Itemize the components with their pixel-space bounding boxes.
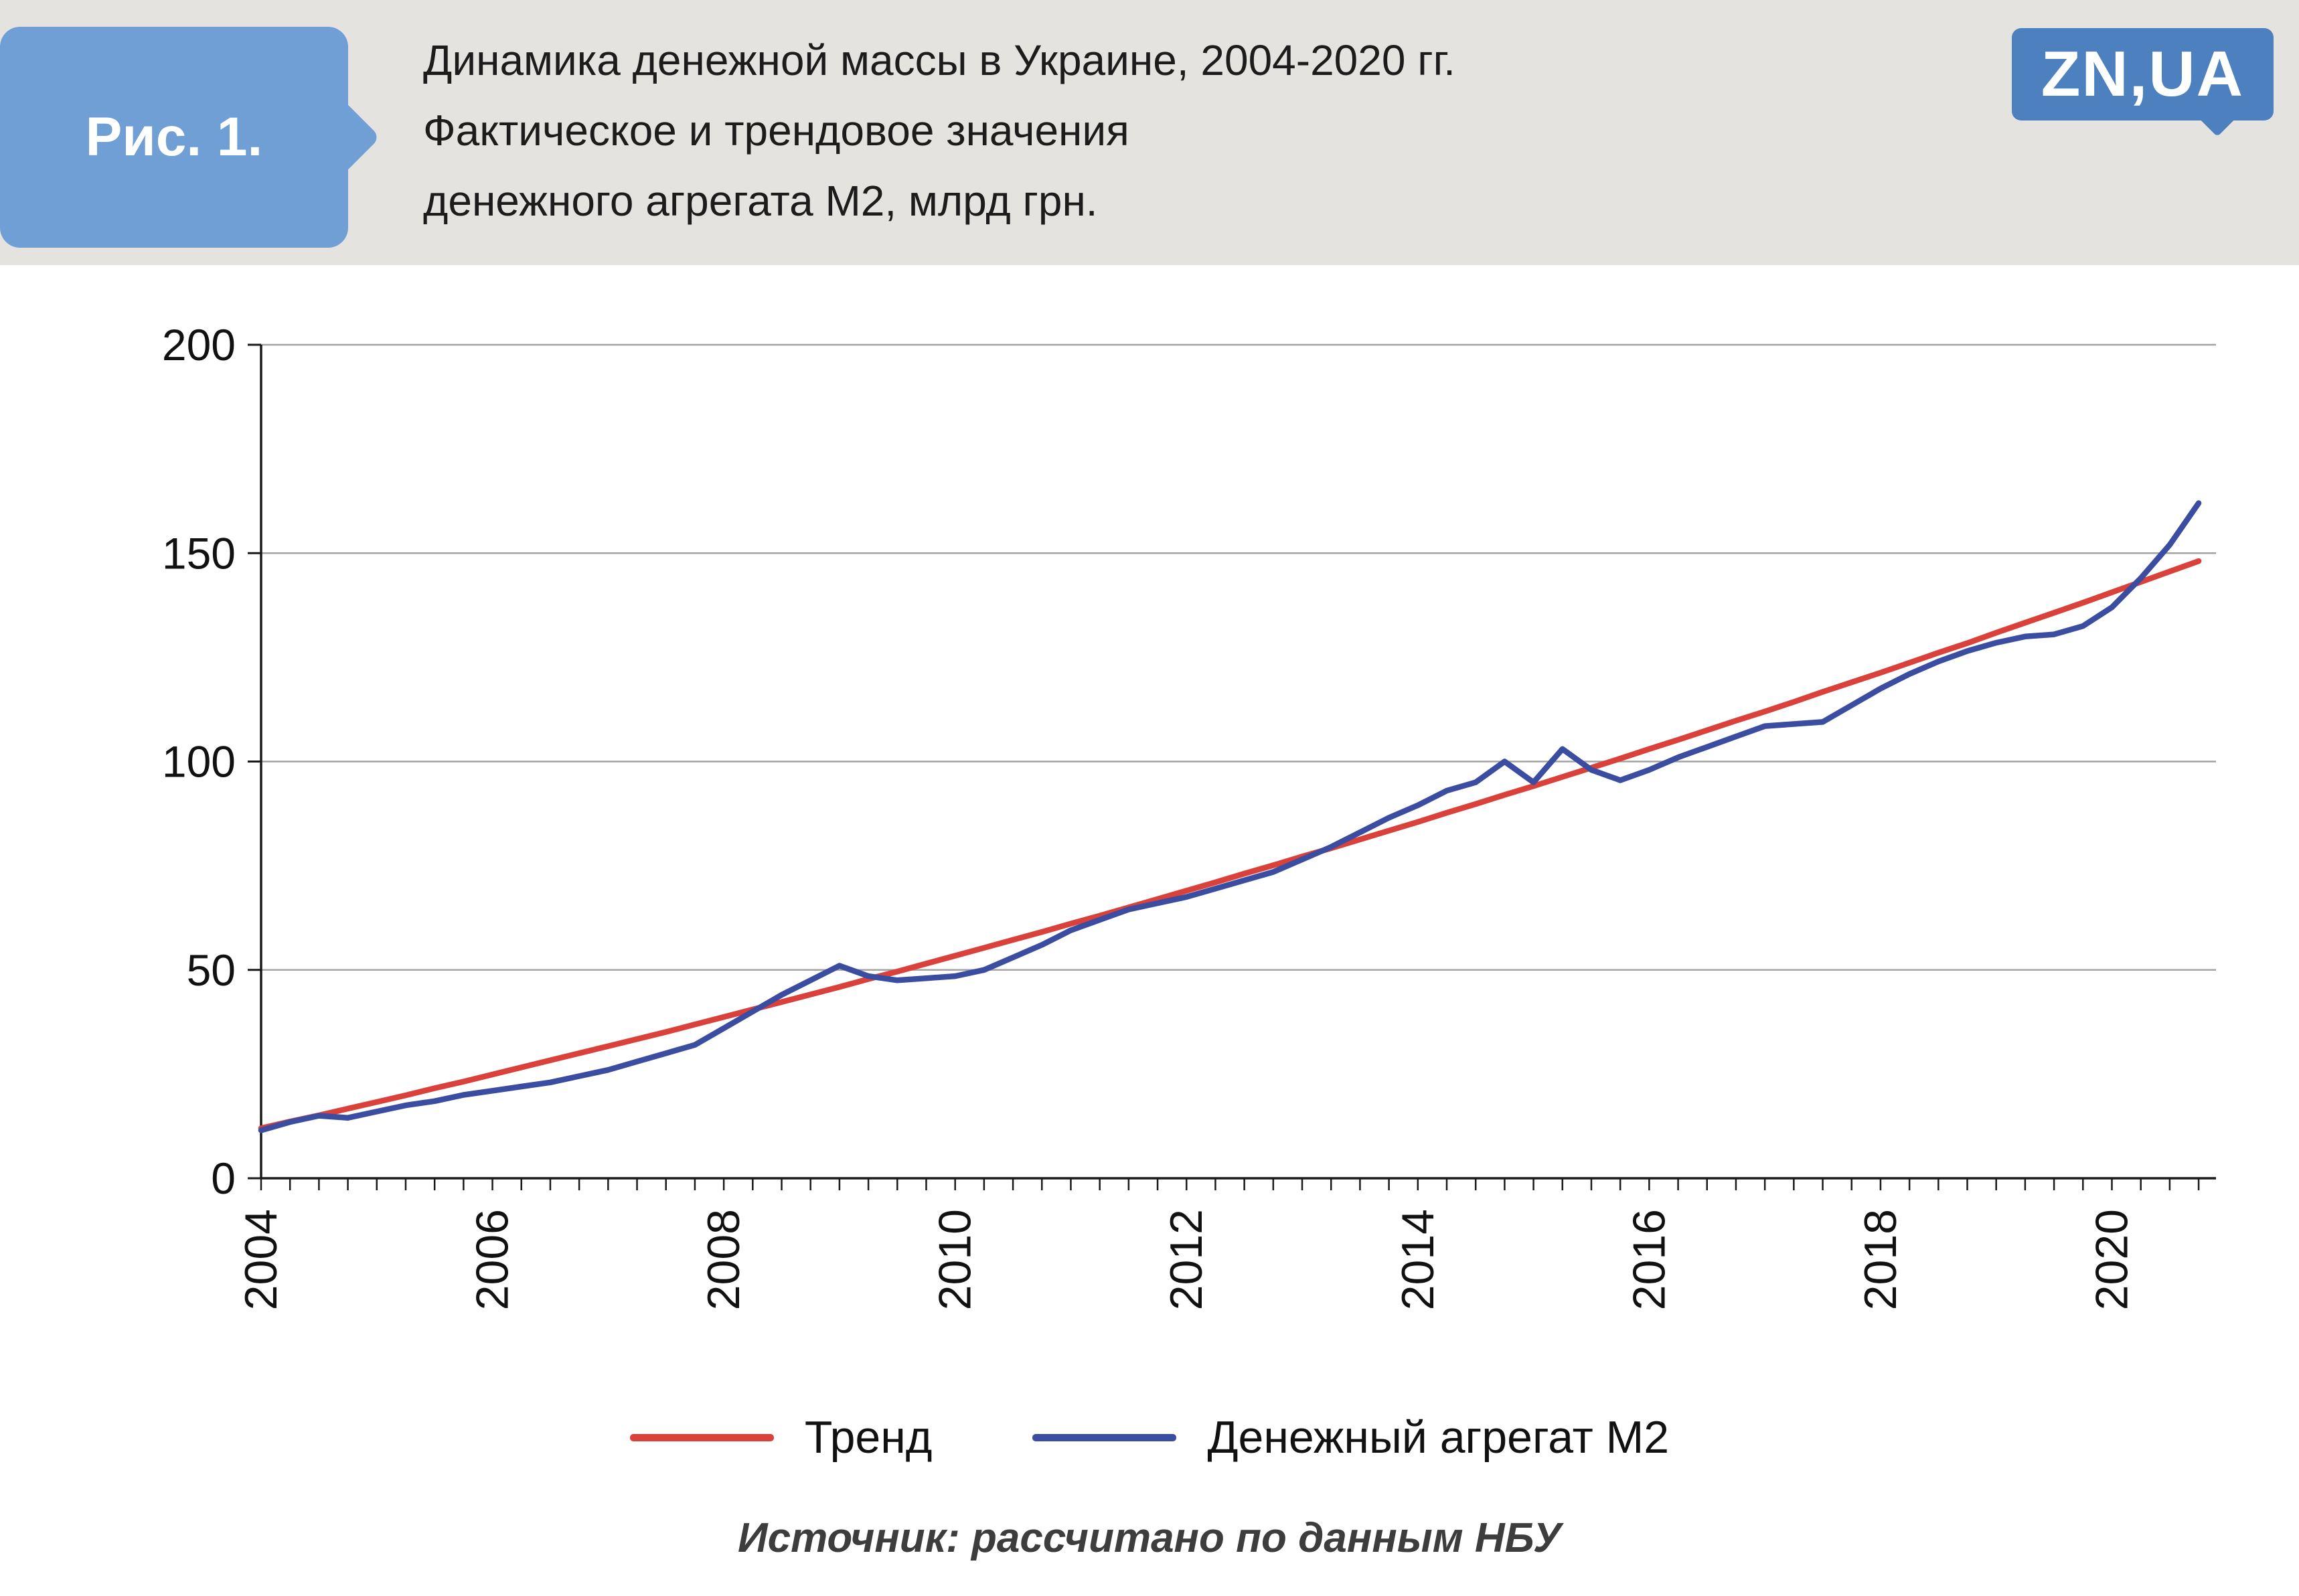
x-tick-label: 2004 <box>236 1209 287 1310</box>
legend-item-trend: Тренд <box>629 1411 933 1463</box>
y-tick-label: 50 <box>187 945 236 995</box>
trend-legend-label: Тренд <box>804 1412 933 1463</box>
figure-tab-arrow <box>297 95 381 179</box>
source-note: Источник: рассчитано по данным НБУ <box>738 1515 1561 1561</box>
y-axis-ticks-labels: 0 50 100 150 200 <box>162 320 261 1203</box>
legend-item-m2: Денежный агрегат М2 <box>1032 1411 1669 1463</box>
x-tick-label: 2020 <box>2086 1209 2137 1310</box>
x-tick-label: 2016 <box>1623 1209 1674 1310</box>
figure-number-tab: Рис. 1. <box>0 27 381 248</box>
figure-title-line2: Фактическое и трендовое значения <box>423 106 1129 155</box>
figure-title-line1: Динамика денежной массы в Украине, 2004-… <box>423 36 1455 84</box>
figure-header: Рис. 1. Динамика денежной массы в Украин… <box>0 0 2299 265</box>
x-tick-label: 2014 <box>1393 1209 1443 1310</box>
znua-logo-text: ZN,UA <box>2041 38 2244 110</box>
x-tick-label: 2006 <box>467 1209 518 1310</box>
m2-line-swatch <box>1032 1433 1177 1441</box>
y-tick-label: 100 <box>162 737 236 787</box>
horizontal-gridlines <box>261 343 2216 971</box>
x-tick-label: 2012 <box>1161 1209 1212 1310</box>
y-tick-label: 150 <box>162 528 236 578</box>
m2-legend-label: Денежный агрегат М2 <box>1207 1412 1670 1463</box>
x-tick-label: 2018 <box>1855 1209 1906 1310</box>
x-axis-ticks <box>260 1178 2200 1190</box>
figure-title-line3: денежного агрегата М2, млрд грн. <box>423 176 1098 225</box>
y-tick-label: 200 <box>162 320 236 370</box>
x-tick-label: 2008 <box>698 1209 749 1310</box>
chart-legend: Тренд Денежный агрегат М2 <box>0 1411 2299 1463</box>
trend-line-swatch <box>629 1433 774 1441</box>
m2-line-series <box>258 500 2202 1133</box>
x-tick-label: 2010 <box>930 1209 981 1310</box>
y-tick-label: 0 <box>211 1153 236 1203</box>
znua-logo: ZN,UA <box>2011 28 2274 137</box>
m2-line-chart: 0 50 100 150 200 2004 2006 2008 2010 2012 2014 2016… <box>162 320 2216 1310</box>
x-axis-labels: 2004 2006 2008 2010 2012 2014 2016 2018 2020 <box>236 1209 2137 1310</box>
figure-number: Рис. 1. <box>85 106 263 167</box>
figure-title: Динамика денежной массы в Украине, 2004-… <box>423 25 1455 236</box>
trend-line-series <box>258 558 2202 1131</box>
